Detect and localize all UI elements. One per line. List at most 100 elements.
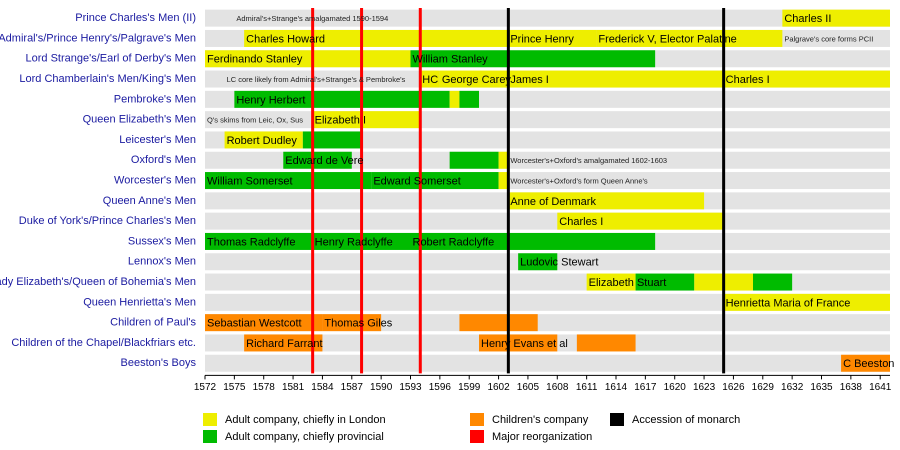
segment [205, 314, 323, 332]
segment [244, 334, 323, 352]
x-tick-label: 1596 [429, 382, 452, 393]
x-tick-label: 1617 [634, 382, 657, 393]
x-tick-label: 1638 [840, 382, 863, 393]
segment [498, 172, 509, 190]
row-label: Queen Henrietta's Men [83, 296, 196, 308]
segment [410, 50, 656, 68]
legend-swatch [203, 413, 217, 426]
x-tick-label: 1629 [752, 382, 775, 393]
segment [449, 151, 499, 169]
x-tick-label: 1632 [781, 382, 804, 393]
segment [371, 172, 499, 190]
segment-label: Charles I [559, 216, 603, 228]
x-tick-label: 1608 [546, 382, 569, 393]
segment [312, 111, 421, 129]
row-label: Lennox's Men [128, 256, 196, 268]
row-label: Leicester's Men [119, 134, 196, 146]
annotation: Worcester's+Oxford's form Queen Anne's [510, 177, 648, 186]
legend-swatch [610, 413, 624, 426]
segment [322, 314, 382, 332]
segment-label: Prince Henry [510, 33, 574, 45]
legend-swatch [470, 430, 484, 443]
row-label: Worcester's Men [114, 174, 196, 186]
segment-label: Sebastian Westcott [207, 318, 302, 330]
x-tick-label: 1578 [253, 382, 276, 393]
x-tick-label: 1614 [605, 382, 628, 393]
x-tick-label: 1575 [223, 382, 246, 393]
segment-label: Elizabeth I [315, 115, 366, 127]
segment [302, 131, 362, 149]
segment [420, 70, 440, 88]
row-label: Queen Anne's Men [103, 195, 196, 207]
segment-label: Henry Radclyffe [315, 236, 393, 248]
segment [449, 90, 460, 108]
x-tick-label: 1572 [194, 382, 217, 393]
x-tick-label: 1635 [810, 382, 833, 393]
x-tick-label: 1602 [487, 382, 510, 393]
legend-label: Accession of monarch [632, 414, 740, 426]
x-tick-label: 1611 [576, 382, 598, 393]
segment [841, 354, 890, 372]
segment-label: Charles I [726, 74, 770, 86]
row-label: Queen Elizabeth's Men [83, 114, 196, 126]
x-tick-label: 1593 [399, 382, 422, 393]
row-label: Lady Elizabeth's/Queen of Bohemia's Men [0, 276, 196, 288]
segment [410, 232, 656, 250]
annotation: Palgrave's core forms PCII [784, 34, 873, 43]
segment [459, 314, 538, 332]
segment-label: Elizabeth Stuart [589, 277, 667, 289]
segment [596, 29, 783, 47]
segment-label: William Somerset [207, 175, 293, 187]
row-band [205, 151, 890, 169]
segment-label: James I [510, 74, 549, 86]
segment [508, 192, 705, 210]
segment-label: Edward de Vere [285, 155, 363, 167]
annotation: Q's skims from Leic, Ox, Sus [207, 116, 303, 125]
row-label: Children of Paul's [110, 317, 196, 329]
segment-label: Robert Radclyffe [413, 236, 495, 248]
segment-label: Ferdinando Stanley [207, 54, 303, 66]
segment [498, 151, 509, 169]
legend-label: Adult company, chiefly in London [225, 414, 386, 426]
row-band [205, 111, 890, 129]
segment-label: Richard Farrant [246, 338, 322, 350]
segment-label: Henrietta Maria of France [726, 297, 851, 309]
annotation: Admiral's+Strange's amalgamated 1590-159… [236, 14, 388, 23]
segment [234, 90, 450, 108]
x-tick-label: 1641 [869, 382, 892, 393]
segment [753, 273, 793, 291]
segment [479, 334, 558, 352]
segment-label: Thomas Radclyffe [207, 236, 295, 248]
segment-label: Charles Howard [246, 33, 325, 45]
row-label: Sussex's Men [128, 235, 196, 247]
row-label: Beeston's Boys [121, 357, 197, 369]
segment [224, 131, 303, 149]
segment-label: C Beeston [843, 358, 894, 370]
row-label: Lord Chamberlain's Men/King's Men [19, 73, 196, 85]
row-label: Oxford's Men [131, 154, 196, 166]
segment-label: Henry Evans et al [481, 338, 568, 350]
row-label: Lord Strange's/Earl of Derby's Men [26, 53, 197, 65]
x-tick-label: 1581 [282, 382, 305, 393]
row-band [205, 212, 890, 230]
row-label: Admiral's/Prince Henry's/Palgrave's Men [0, 32, 196, 44]
row-band [205, 9, 890, 27]
segment [508, 29, 597, 47]
segment [557, 212, 724, 230]
x-tick-label: 1626 [722, 382, 745, 393]
x-tick-label: 1620 [664, 382, 687, 393]
segment-label: Edward Somerset [373, 175, 460, 187]
segment [586, 273, 636, 291]
row-label: Prince Charles's Men (II) [75, 12, 196, 24]
row-label: Duke of York's/Prince Charles's Men [19, 215, 196, 227]
segment-label: George Carey [442, 74, 512, 86]
x-tick-label: 1599 [458, 382, 481, 393]
segment [518, 253, 558, 271]
segment [283, 151, 352, 169]
legend-swatch [203, 430, 217, 443]
segment [508, 70, 724, 88]
segment [635, 273, 695, 291]
x-tick-label: 1605 [517, 382, 540, 393]
segment [244, 29, 509, 47]
segment [205, 232, 313, 250]
